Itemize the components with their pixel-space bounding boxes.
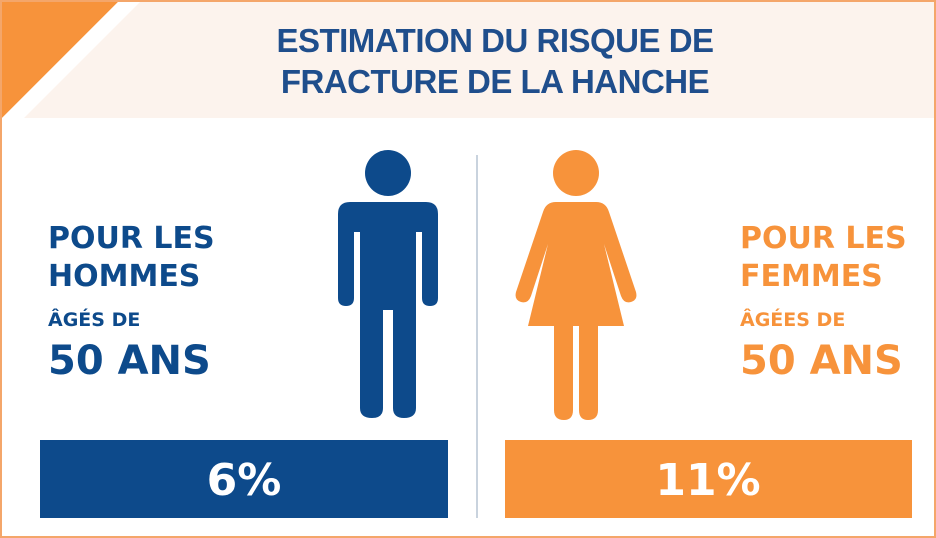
risk-label: 11% — [655, 455, 760, 506]
man-icon — [338, 150, 438, 418]
age: 50 ANS — [48, 338, 211, 384]
age-prefix: ÂGÉES DE — [740, 308, 845, 331]
age: 50 ANS — [740, 338, 903, 384]
panel-line: POUR LES — [48, 221, 215, 256]
panel-line: FEMMES — [740, 259, 883, 294]
title-line: FRACTURE DE LA HANCHE — [281, 63, 709, 100]
panel-line: HOMMES — [48, 259, 200, 294]
corner-stripe — [2, 2, 140, 118]
panel-line: POUR LES — [740, 221, 907, 256]
risk-bar — [40, 440, 448, 518]
header-band — [2, 2, 934, 118]
risk-bar — [505, 440, 912, 518]
woman-icon — [515, 150, 637, 420]
title-line: ESTIMATION DU RISQUE DE — [276, 22, 713, 59]
risk-label: 6% — [207, 455, 282, 506]
age-prefix: ÂGÉS DE — [48, 308, 140, 331]
